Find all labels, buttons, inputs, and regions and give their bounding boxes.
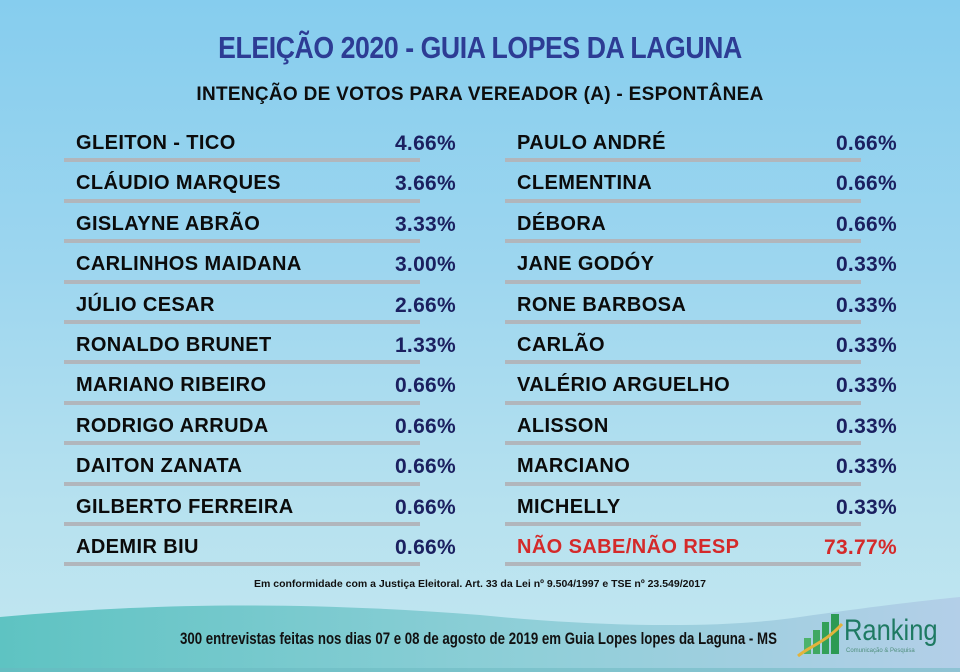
vote-percentage: 0.33%: [835, 414, 897, 438]
candidate-row: RODRIGO ARRUDA 0.66%: [64, 407, 464, 447]
candidate-name: ADEMIR BIU: [76, 535, 199, 558]
vote-percentage: 0.66%: [394, 374, 456, 398]
candidate-row: CLÁUDIO MARQUES 3.66%: [64, 164, 464, 204]
candidate-row: CARLÃO 0.33%: [505, 326, 905, 366]
candidate-name: JÚLIO CESAR: [76, 293, 215, 316]
footer-wave-background: [0, 597, 960, 672]
page-title: ELEIÇÃO 2020 - GUIA LOPES DA LAGUNA: [218, 30, 742, 65]
candidate-name: MICHELLY: [517, 495, 621, 518]
row-divider: [505, 319, 861, 324]
candidate-row: CARLINHOS MAIDANA 3.00%: [64, 245, 464, 285]
candidate-row: MARIANO RIBEIRO 0.66%: [64, 366, 464, 406]
row-divider: [505, 158, 861, 163]
row-divider: [505, 198, 861, 203]
row-divider: [64, 481, 420, 486]
vote-percentage: 3.00%: [394, 253, 456, 277]
vote-percentage: 0.33%: [835, 495, 897, 519]
row-divider: [64, 239, 420, 244]
candidate-name: CLÁUDIO MARQUES: [76, 172, 281, 195]
row-divider: [505, 400, 861, 405]
logo-brand-name: Ranking: [844, 614, 938, 647]
vote-percentage: 0.33%: [835, 293, 897, 317]
candidate-name: MARIANO RIBEIRO: [76, 374, 267, 397]
vote-percentage: 0.66%: [835, 132, 897, 155]
row-divider: [505, 360, 861, 365]
vote-percentage: 0.33%: [835, 455, 897, 479]
vote-percentage: 0.66%: [835, 172, 897, 196]
candidate-row: CLEMENTINA 0.66%: [505, 164, 905, 204]
candidate-row: RONALDO BRUNET 1.33%: [64, 326, 464, 366]
vote-percentage: 3.66%: [394, 172, 456, 196]
vote-percentage: 0.66%: [394, 414, 456, 438]
vote-percentage: 3.33%: [394, 212, 456, 236]
row-divider: [505, 521, 861, 526]
row-divider: [505, 441, 861, 446]
candidate-row: ADEMIR BIU 0.66%: [64, 528, 464, 568]
candidate-name: CARLINHOS MAIDANA: [76, 253, 302, 276]
ranking-logo: Ranking Comunicação & Pesquisa: [796, 612, 946, 662]
row-divider: [64, 562, 420, 567]
vote-percentage: 0.33%: [835, 374, 897, 398]
candidate-name: RONE BARBOSA: [517, 293, 687, 316]
vote-percentage: 0.33%: [835, 333, 897, 357]
candidate-name: DAITON ZANATA: [76, 455, 243, 478]
row-divider: [64, 279, 420, 284]
candidate-name: GILBERTO FERREIRA: [76, 495, 294, 518]
vote-percentage: 2.66%: [394, 293, 456, 317]
bar-chart-logo-icon: [797, 614, 844, 658]
logo-tagline: Comunicação & Pesquisa: [846, 648, 915, 654]
candidate-name: CLEMENTINA: [517, 172, 653, 195]
candidate-row: MICHELLY 0.33%: [505, 488, 905, 528]
legal-note: Em conformidade com a Justiça Eleitoral.…: [254, 578, 706, 590]
no-answer-row: NÃO SABE/NÃO RESP 73.77%: [505, 528, 905, 568]
candidate-name: DÉBORA: [517, 212, 607, 235]
candidate-name: RONALDO BRUNET: [76, 333, 272, 356]
vote-percentage: 4.66%: [394, 132, 456, 155]
vote-percentage: 0.66%: [394, 535, 456, 559]
vote-percentage: 0.66%: [394, 455, 456, 479]
vote-percentage: 73.77%: [823, 535, 897, 559]
candidate-row: DÉBORA 0.66%: [505, 205, 905, 245]
candidate-name: MARCIANO: [517, 455, 631, 478]
row-divider: [64, 198, 420, 203]
candidate-name: VALÉRIO ARGUELHO: [517, 374, 731, 397]
vote-percentage: 1.33%: [394, 333, 456, 357]
candidate-row: DAITON ZANATA 0.66%: [64, 447, 464, 487]
right-results-column: PAULO ANDRÉ 0.66% CLEMENTINA 0.66% DÉBORA 0.6…: [505, 124, 905, 568]
row-divider: [505, 481, 861, 486]
candidate-row: PAULO ANDRÉ 0.66%: [505, 124, 905, 164]
candidate-row: MARCIANO 0.33%: [505, 447, 905, 487]
vote-percentage: 0.66%: [835, 212, 897, 236]
row-divider: [64, 319, 420, 324]
row-divider: [64, 400, 420, 405]
candidate-row: GILBERTO FERREIRA 0.66%: [64, 488, 464, 528]
row-divider: [505, 279, 861, 284]
candidate-name: NÃO SABE/NÃO RESP: [517, 535, 740, 558]
candidate-row: JANE GODÓY 0.33%: [505, 245, 905, 285]
left-results-column: GLEITON - TICO 4.66% CLÁUDIO MARQUES 3.66% G…: [64, 124, 464, 568]
candidate-name: GISLAYNE ABRÃO: [76, 212, 261, 235]
candidate-name: GLEITON - TICO: [76, 132, 236, 154]
candidate-row: VALÉRIO ARGUELHO 0.33%: [505, 366, 905, 406]
candidate-name: CARLÃO: [517, 333, 605, 356]
row-divider: [64, 360, 420, 365]
candidate-row: RONE BARBOSA 0.33%: [505, 286, 905, 326]
row-divider: [64, 158, 420, 163]
row-divider: [64, 521, 420, 526]
candidate-name: JANE GODÓY: [517, 253, 655, 276]
candidate-row: ALISSON 0.33%: [505, 407, 905, 447]
vote-percentage: 0.66%: [394, 495, 456, 519]
vote-percentage: 0.33%: [835, 253, 897, 277]
row-divider: [505, 562, 861, 567]
row-divider: [64, 441, 420, 446]
row-divider: [505, 239, 861, 244]
candidate-name: RODRIGO ARRUDA: [76, 414, 269, 437]
candidate-row: GISLAYNE ABRÃO 3.33%: [64, 205, 464, 245]
candidate-name: PAULO ANDRÉ: [517, 132, 666, 154]
methodology-text: 300 entrevistas feitas nos dias 07 e 08 …: [180, 629, 777, 648]
candidate-name: ALISSON: [517, 414, 609, 437]
candidate-row: GLEITON - TICO 4.66%: [64, 124, 464, 164]
page-subtitle: INTENÇÃO DE VOTOS PARA VEREADOR (A) - ES…: [196, 84, 764, 105]
candidate-row: JÚLIO CESAR 2.66%: [64, 286, 464, 326]
